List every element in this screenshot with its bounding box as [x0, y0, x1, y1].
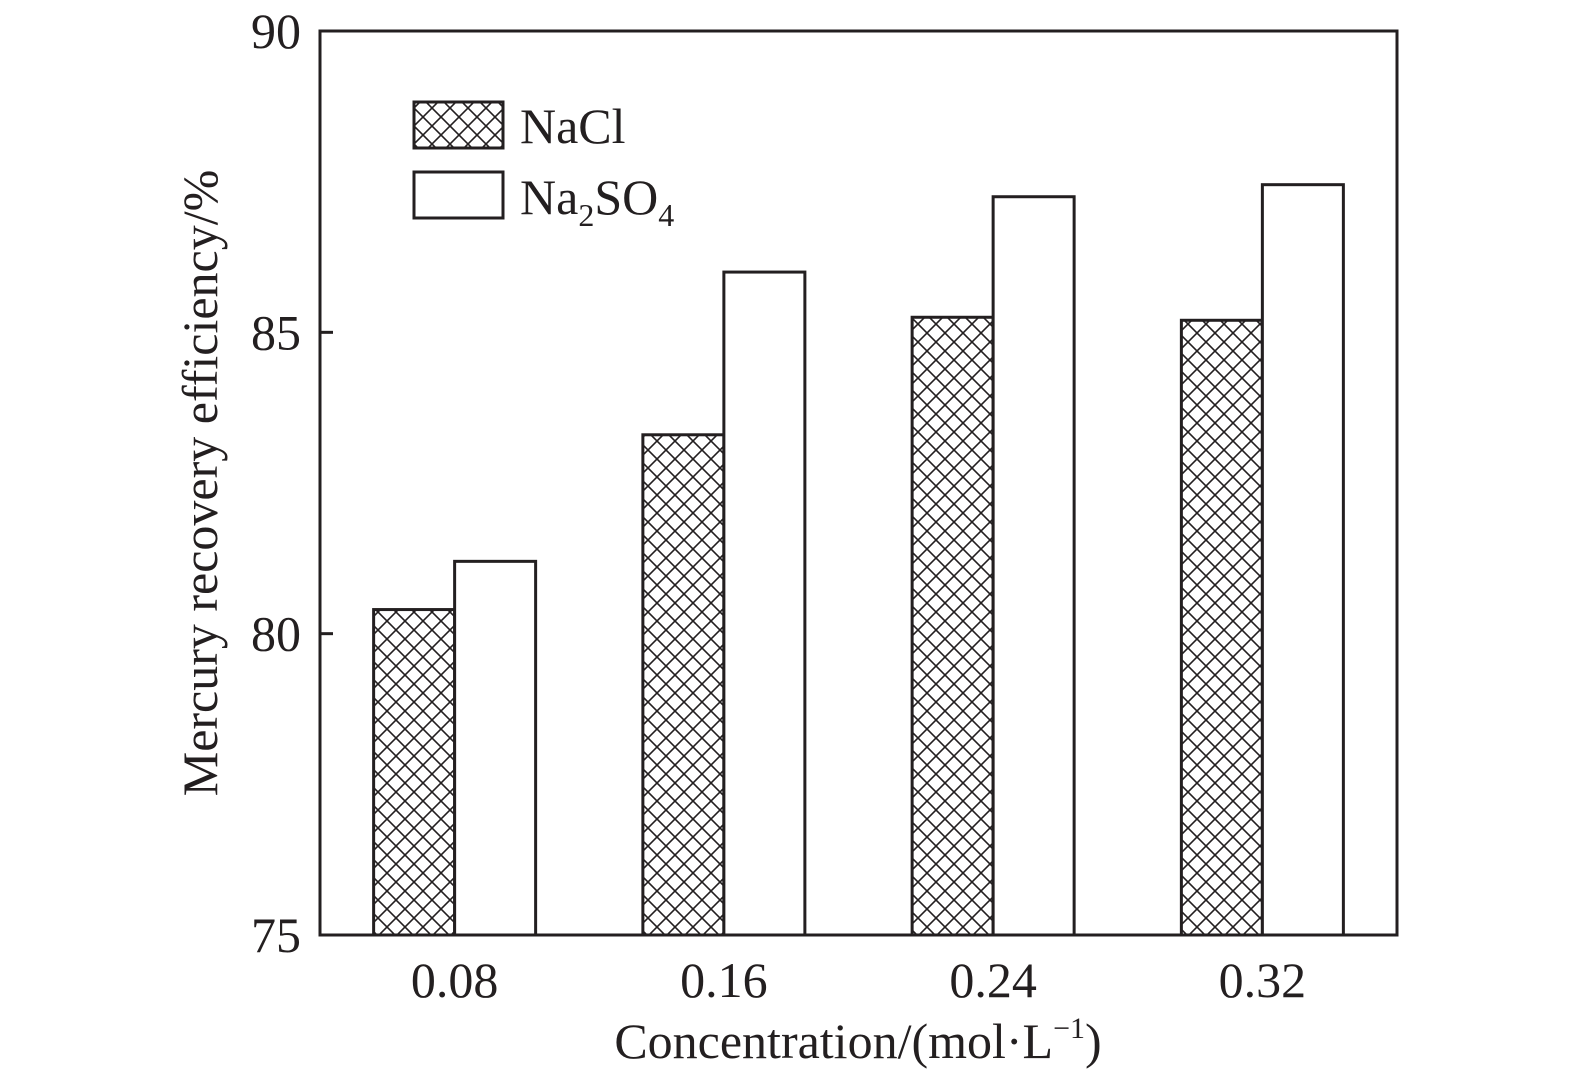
- x-axis-label-main: Concentration/(mol·L: [614, 1013, 1053, 1069]
- plot-frame: [318, 29, 1399, 937]
- y-tick-label: 75: [251, 907, 301, 963]
- y-tick-label: 85: [251, 304, 301, 360]
- x-axis-label-superscript: −1: [1053, 1012, 1085, 1045]
- bar-na2so4-0.24: [991, 195, 1076, 937]
- y-tick-label: 80: [251, 606, 301, 662]
- legend-swatch-nacl: [412, 100, 505, 150]
- y-tick-label: 90: [251, 3, 301, 59]
- bar-nacl-0.32: [1179, 318, 1264, 937]
- x-axis-label-close: ): [1085, 1013, 1102, 1069]
- legend-label-nacl: NaCl: [520, 98, 626, 154]
- bar-nacl-0.24: [910, 315, 995, 937]
- bar-na2so4-0.32: [1260, 183, 1345, 937]
- x-tick-label: 0.16: [680, 952, 768, 1008]
- x-axis: 0.08 0.16 0.24 0.32: [411, 952, 1306, 1008]
- y-axis: 75 80 85 90: [251, 3, 333, 963]
- legend-label-na2so4: Na2SO4: [520, 169, 674, 233]
- bar-na2so4-0.16: [722, 270, 807, 937]
- bar-nacl-0.16: [641, 433, 726, 937]
- x-axis-label: Concentration/(mol·L−1): [614, 1012, 1101, 1069]
- bar-nacl-0.08: [372, 608, 457, 937]
- x-tick-label: 0.24: [949, 952, 1037, 1008]
- x-tick-label: 0.08: [411, 952, 499, 1008]
- legend: NaCl Na2SO4: [412, 98, 674, 233]
- legend-swatch-na2so4: [412, 170, 505, 220]
- x-tick-label: 0.32: [1219, 952, 1307, 1008]
- bar-na2so4-0.08: [453, 559, 538, 937]
- bars-group: [372, 183, 1345, 937]
- y-axis-label: Mercury recovery efficiency/%: [172, 170, 228, 797]
